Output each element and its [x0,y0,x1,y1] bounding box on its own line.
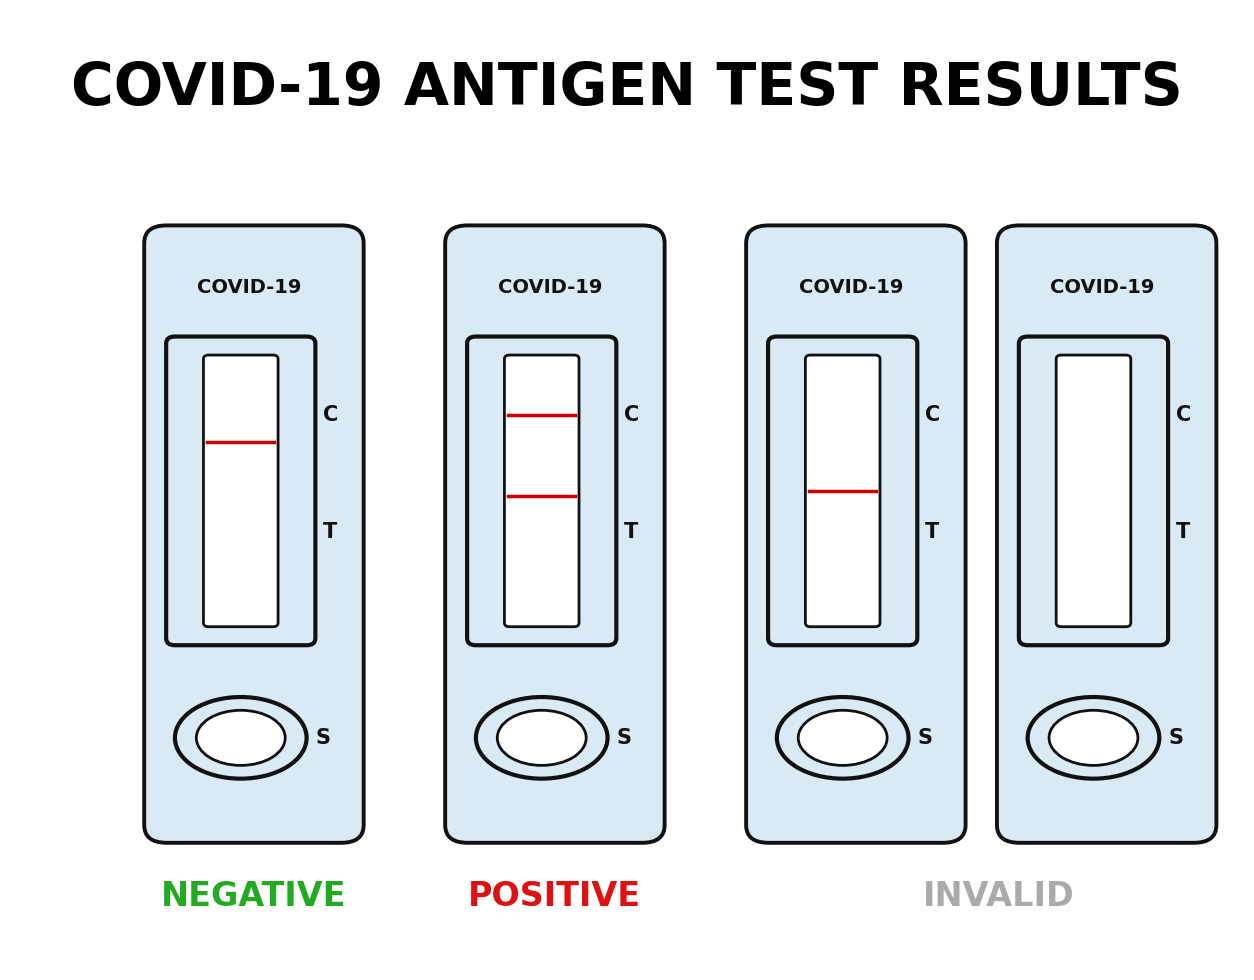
Text: T: T [924,521,939,542]
FancyBboxPatch shape [166,336,316,645]
FancyBboxPatch shape [997,225,1216,843]
Text: C: C [624,405,640,424]
Text: S: S [1167,728,1183,748]
Text: COVID-19: COVID-19 [498,277,603,297]
FancyBboxPatch shape [466,336,617,645]
Text: S: S [917,728,932,748]
FancyBboxPatch shape [805,355,880,627]
Text: C: C [324,405,339,424]
Text: S: S [316,728,330,748]
Ellipse shape [197,710,285,765]
Text: T: T [624,521,638,542]
Ellipse shape [799,710,887,765]
Text: COVID-19: COVID-19 [197,277,302,297]
Text: COVID-19: COVID-19 [799,277,904,297]
Text: C: C [1176,405,1191,424]
FancyBboxPatch shape [144,225,364,843]
FancyBboxPatch shape [504,355,579,627]
FancyBboxPatch shape [767,336,917,645]
Ellipse shape [498,710,586,765]
FancyBboxPatch shape [746,225,966,843]
Text: T: T [324,521,337,542]
Text: NEGATIVE: NEGATIVE [162,880,346,913]
Text: C: C [924,405,940,424]
Text: INVALID: INVALID [923,880,1075,913]
Text: S: S [617,728,631,748]
Text: COVID-19: COVID-19 [1050,277,1155,297]
FancyBboxPatch shape [1056,355,1131,627]
Text: POSITIVE: POSITIVE [468,880,642,913]
Ellipse shape [174,697,306,779]
FancyBboxPatch shape [203,355,278,627]
Ellipse shape [1050,710,1137,765]
Ellipse shape [1028,697,1160,779]
Ellipse shape [477,697,607,779]
Text: T: T [1176,521,1190,542]
Text: COVID-19 ANTIGEN TEST RESULTS: COVID-19 ANTIGEN TEST RESULTS [71,60,1183,117]
FancyBboxPatch shape [445,225,665,843]
Ellipse shape [776,697,908,779]
FancyBboxPatch shape [1018,336,1167,645]
